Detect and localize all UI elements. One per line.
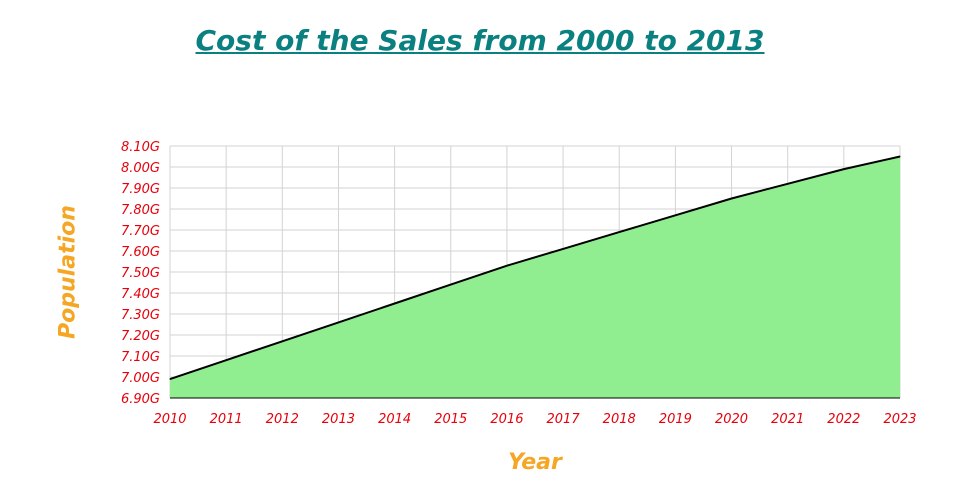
area-fill <box>170 156 900 398</box>
y-tick-label: 7.80G <box>121 203 160 218</box>
data-point <box>787 183 789 185</box>
x-tick-label: 2021 <box>771 412 804 427</box>
y-tick-label: 8.00G <box>121 161 160 176</box>
y-tick-label: 8.10G <box>121 140 160 155</box>
y-tick-label: 7.30G <box>121 308 160 323</box>
data-point <box>506 265 508 267</box>
data-point <box>618 231 620 233</box>
x-tick-label: 2010 <box>153 412 186 427</box>
data-point <box>394 303 396 304</box>
x-tick-label: 2019 <box>659 412 692 427</box>
y-tick-label: 7.00G <box>121 371 160 386</box>
y-tick-label: 7.40G <box>121 287 160 302</box>
data-point <box>450 284 452 286</box>
x-tick-label: 2022 <box>827 412 860 427</box>
chart-title: Cost of the Sales from 2000 to 2013 <box>195 24 765 57</box>
y-tick-label: 7.10G <box>121 350 160 365</box>
x-tick-label: 2015 <box>434 412 467 427</box>
y-tick-label: 7.90G <box>121 182 160 197</box>
data-point <box>225 359 227 361</box>
x-tick-label: 2016 <box>490 412 523 427</box>
data-point <box>843 168 845 170</box>
data-point <box>562 248 564 250</box>
x-tick-label: 2017 <box>547 412 581 427</box>
y-tick-label: 7.50G <box>121 266 160 281</box>
series-line <box>169 155 901 381</box>
x-tick-label: 2018 <box>603 412 636 427</box>
data-point <box>899 156 901 157</box>
data-point <box>169 378 171 380</box>
x-tick-label: 2011 <box>210 412 243 427</box>
x-tick-label: 2023 <box>883 412 916 427</box>
y-tick-label: 7.20G <box>121 329 160 344</box>
data-point <box>674 214 676 216</box>
data-point <box>731 198 733 199</box>
x-tick-label: 2020 <box>715 412 748 427</box>
x-tick-label: 2014 <box>378 412 411 427</box>
data-point <box>281 340 283 342</box>
data-point <box>337 321 339 323</box>
y-tick-label: 7.70G <box>121 224 160 239</box>
x-axis-title: Year <box>508 450 562 475</box>
y-tick-label: 6.90G <box>121 392 160 407</box>
x-tick-label: 2013 <box>322 412 355 427</box>
y-tick-label: 7.60G <box>121 245 160 260</box>
x-tick-label: 2012 <box>266 412 299 427</box>
